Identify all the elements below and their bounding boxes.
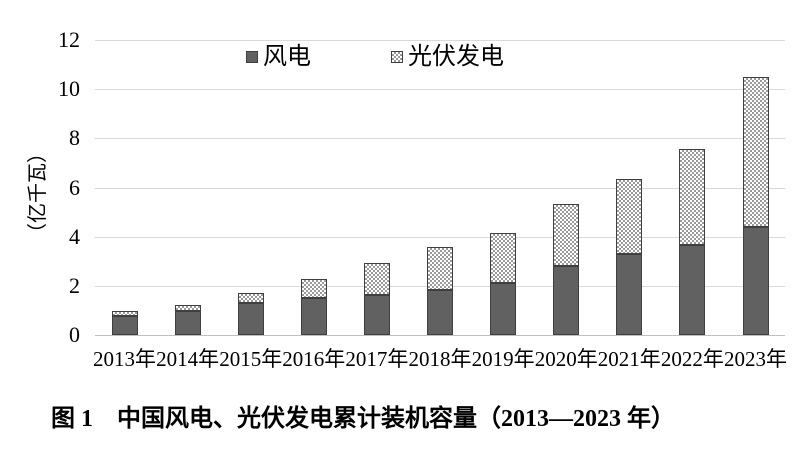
legend-label-wind: 风电 <box>263 44 311 70</box>
x-tick-label: 2017年 <box>345 347 409 371</box>
x-tick-label: 2019年 <box>471 347 535 371</box>
pv-bar-segment <box>300 279 327 299</box>
pv-bar-segment <box>679 148 706 246</box>
x-tick-label: 2013年 <box>93 347 156 371</box>
legend-label-pv: 光伏发电 <box>408 44 504 70</box>
legend-item-pv: 光伏发电 <box>391 44 504 70</box>
pv-bar-segment <box>490 233 517 284</box>
x-tick-label: 2016年 <box>282 347 346 371</box>
x-tick-label: 2023年 <box>724 347 787 371</box>
wind-bar-segment <box>616 254 643 335</box>
gridline <box>95 187 785 189</box>
y-tick-label: 12 <box>58 27 80 52</box>
y-tick-label: 8 <box>69 125 80 151</box>
x-tick-label: 2014年 <box>156 347 220 371</box>
gridline <box>95 40 785 41</box>
y-tick-label: 10 <box>58 76 80 102</box>
x-tick-label: 2020年 <box>534 347 598 371</box>
pv-bar-segment <box>174 304 201 312</box>
y-tick-label: 2 <box>69 272 80 298</box>
wind-bar-segment <box>237 303 264 335</box>
plot-area <box>95 40 785 336</box>
y-tick-label: 6 <box>69 174 80 200</box>
wind-bar-segment <box>111 316 138 335</box>
wind-bar-segment <box>174 311 201 335</box>
pv-bar-segment <box>237 292 264 304</box>
legend-item-wind: 风电 <box>246 44 311 70</box>
wind-bar-segment <box>490 283 517 335</box>
wind-bar-segment <box>679 245 706 335</box>
x-tick-label: 2022年 <box>660 347 724 371</box>
x-tick-label: 2018年 <box>408 347 472 371</box>
pv-bar-segment <box>427 247 453 290</box>
pv-bar-segment <box>363 262 390 295</box>
pv-bar-segment <box>742 76 769 227</box>
y-tick-label: 4 <box>69 223 80 249</box>
pv-bar-segment <box>616 179 643 255</box>
y-tick-label: 0 <box>69 322 80 347</box>
x-tick-label: 2021年 <box>597 347 661 371</box>
wind-bar-segment <box>300 298 327 335</box>
wind-bar-segment <box>363 294 390 335</box>
wind-swatch-icon <box>246 51 258 63</box>
wind-bar-segment <box>427 289 453 335</box>
pv-swatch-icon <box>391 51 403 63</box>
legend: 风电 光伏发电 <box>246 44 504 70</box>
gridline <box>95 236 785 238</box>
wind-bar-segment <box>742 226 769 335</box>
wind-bar-segment <box>553 265 580 335</box>
gridline <box>95 89 785 91</box>
x-tick-label: 2015年 <box>219 347 283 371</box>
figure-caption: 图 1 中国风电、光伏发电累计装机容量（2013—2023 年） <box>51 406 675 432</box>
pv-bar-segment <box>111 311 138 317</box>
gridline <box>95 138 785 140</box>
pv-bar-segment <box>553 203 580 266</box>
